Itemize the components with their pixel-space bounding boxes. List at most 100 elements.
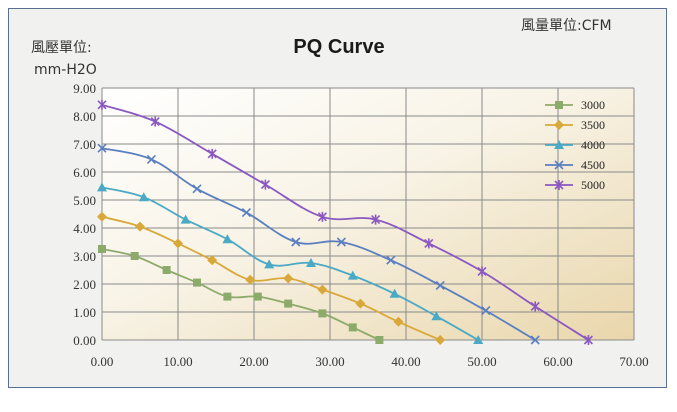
series-line bbox=[101, 186, 479, 341]
data-point bbox=[207, 255, 218, 266]
data-point bbox=[135, 221, 145, 232]
legend-item-4500: 4500 bbox=[545, 158, 605, 172]
data-point bbox=[97, 182, 107, 192]
data-point bbox=[375, 336, 384, 344]
series-3500 bbox=[97, 211, 446, 345]
data-point bbox=[583, 335, 593, 345]
legend: 3000 3500 4000 4500 5000 bbox=[545, 98, 605, 192]
series-4000 bbox=[97, 182, 484, 344]
data-point bbox=[386, 255, 396, 265]
x-tick-label: 70.00 bbox=[619, 354, 648, 369]
data-point bbox=[245, 274, 256, 285]
data-point bbox=[283, 273, 294, 284]
x-tick-label: 20.00 bbox=[239, 354, 268, 369]
pq-curve-chart: 風量單位:CFM 風壓單位: mm-H2O PQ Curve 0.00 1.00 2… bbox=[31, 18, 649, 369]
data-point bbox=[291, 237, 301, 247]
data-point bbox=[435, 280, 445, 290]
data-point bbox=[477, 266, 487, 277]
data-point bbox=[130, 252, 139, 260]
data-point bbox=[97, 143, 107, 153]
data-point bbox=[424, 238, 434, 249]
data-point bbox=[317, 284, 328, 295]
data-point bbox=[97, 211, 107, 222]
series-line bbox=[101, 147, 536, 341]
data-point bbox=[530, 301, 540, 312]
y-tick-label: 3.00 bbox=[73, 249, 96, 264]
y-tick-label: 6.00 bbox=[73, 165, 96, 180]
data-point bbox=[98, 245, 106, 253]
data-point bbox=[530, 335, 540, 345]
y-tick-label: 8.00 bbox=[73, 109, 96, 124]
x-tick-label: 30.00 bbox=[315, 354, 344, 369]
series-5000 bbox=[97, 99, 593, 345]
data-point bbox=[348, 323, 357, 332]
data-point bbox=[207, 148, 217, 159]
y-tick-label: 9.00 bbox=[73, 81, 96, 96]
x-tick-label: 0.00 bbox=[91, 354, 114, 369]
y-tick-label: 5.00 bbox=[73, 193, 96, 208]
y-tick-label: 1.00 bbox=[73, 305, 96, 320]
data-point bbox=[355, 298, 366, 309]
data-point bbox=[260, 179, 270, 190]
data-point bbox=[193, 278, 201, 287]
data-point bbox=[389, 288, 400, 298]
data-point bbox=[222, 234, 233, 244]
series-layer bbox=[97, 99, 593, 345]
legend-item-3500: 3500 bbox=[545, 118, 605, 132]
data-point bbox=[138, 192, 149, 202]
data-point bbox=[336, 237, 346, 247]
data-point bbox=[318, 309, 327, 318]
data-point bbox=[264, 259, 275, 269]
x-unit-label: 風量單位:CFM bbox=[521, 18, 612, 34]
legend-label: 3500 bbox=[581, 118, 605, 132]
data-point bbox=[555, 101, 563, 109]
legend-label: 5000 bbox=[581, 178, 605, 192]
data-point bbox=[192, 184, 202, 194]
data-point bbox=[180, 214, 191, 224]
chart-frame: 風量單位:CFM 風壓單位: mm-H2O PQ Curve 0.00 1.00 2… bbox=[8, 8, 667, 388]
data-point bbox=[431, 311, 442, 321]
series-line bbox=[101, 103, 589, 341]
legend-label: 4000 bbox=[581, 138, 605, 152]
y-tick-label: 2.00 bbox=[73, 277, 96, 292]
data-point bbox=[150, 116, 160, 127]
data-point bbox=[146, 154, 156, 164]
data-point bbox=[554, 140, 564, 149]
series-line bbox=[101, 215, 441, 341]
legend-item-4000: 4000 bbox=[545, 138, 605, 152]
y-tick-label: 7.00 bbox=[73, 137, 96, 152]
legend-label: 3000 bbox=[581, 98, 605, 112]
series-4500 bbox=[97, 143, 540, 345]
y-tick-label: 0.00 bbox=[73, 333, 96, 348]
data-point bbox=[481, 306, 491, 316]
data-point bbox=[97, 99, 107, 110]
y-tick-label: 4.00 bbox=[73, 221, 96, 236]
x-tick-labels: 0.00 10.00 20.00 30.00 40.00 50.00 60.00 70.00 bbox=[91, 354, 649, 369]
data-point bbox=[162, 266, 171, 274]
series-line bbox=[101, 248, 380, 341]
y-axis-unit: mm-H2O bbox=[34, 62, 97, 78]
plot-area bbox=[102, 88, 634, 340]
x-tick-label: 10.00 bbox=[163, 354, 192, 369]
data-point bbox=[347, 270, 358, 280]
y-tick-labels: 0.00 1.00 2.00 3.00 4.00 5.00 6.00 7.00 8.00 9.00 bbox=[73, 81, 96, 348]
data-point bbox=[371, 214, 381, 225]
x-tick-label: 50.00 bbox=[467, 354, 496, 369]
series-3000 bbox=[98, 245, 384, 344]
data-point bbox=[473, 335, 484, 344]
legend-item-5000: 5000 bbox=[545, 178, 605, 192]
data-point bbox=[241, 208, 251, 218]
data-point bbox=[306, 258, 316, 267]
data-point bbox=[223, 292, 232, 301]
data-point bbox=[554, 180, 564, 190]
data-point bbox=[253, 292, 262, 301]
data-point bbox=[317, 211, 327, 222]
y-axis-label: 風壓單位: bbox=[31, 40, 92, 56]
chart-title: PQ Curve bbox=[293, 36, 384, 58]
data-point bbox=[393, 316, 404, 327]
x-tick-label: 40.00 bbox=[391, 354, 420, 369]
data-point bbox=[554, 160, 564, 170]
legend-item-3000: 3000 bbox=[545, 98, 605, 112]
legend-label: 4500 bbox=[581, 158, 605, 172]
data-point bbox=[435, 335, 446, 345]
